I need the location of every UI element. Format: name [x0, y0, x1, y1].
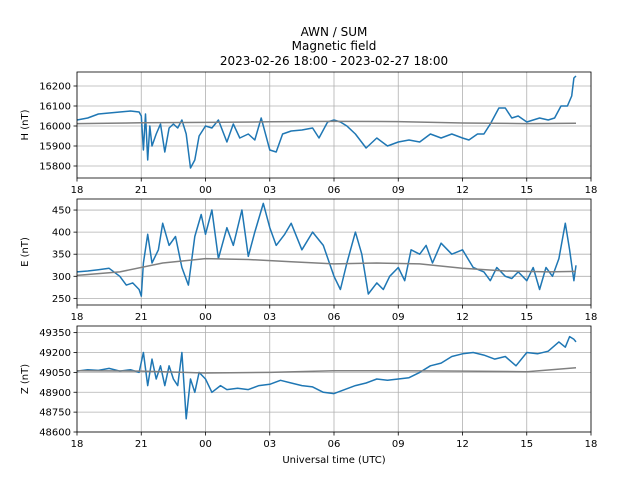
e-ytick-label-2: 350	[52, 250, 71, 261]
e-xtick-label-3: 03	[263, 312, 276, 323]
h-ytick-label-0: 15800	[39, 162, 71, 173]
panel-h: 18 21 00 03 06 09 12 15 18 15800 15900 16000 16100 16…	[20, 71, 598, 196]
e-xtick-label-4: 06	[328, 312, 341, 323]
e-ytick-label-4: 450	[52, 206, 71, 217]
z-xtick-label-0: 18	[71, 439, 84, 450]
e-ytick-label-0: 250	[52, 294, 71, 305]
chart-title-line3: 2023-02-26 18:00 - 2023-02-27 18:00	[220, 54, 448, 68]
h-xtick-label-7: 15	[520, 185, 533, 196]
h-xtick-label-2: 00	[199, 185, 212, 196]
h-ytick-label-3: 16100	[39, 102, 71, 113]
chart-title-line2: Magnetic field	[292, 39, 377, 53]
z-xtick-label-8: 18	[585, 439, 598, 450]
h-xtick-label-0: 18	[71, 185, 84, 196]
e-xtick-label-7: 15	[520, 312, 533, 323]
h-series-baseline	[76, 120, 577, 125]
e-series-baseline	[76, 257, 577, 277]
e-xtick-label-5: 09	[392, 312, 405, 323]
z-ytick-label-3: 49050	[39, 368, 71, 379]
e-xtick-label-1: 21	[135, 312, 148, 323]
z-ytick-label-5: 49350	[39, 328, 71, 339]
z-xtick-label-4: 06	[328, 439, 341, 450]
z-ytick-label-4: 49200	[39, 348, 71, 359]
z-xtick-label-3: 03	[263, 439, 276, 450]
z-ytick-label-1: 48750	[39, 408, 71, 419]
e-y-axis-label: E (nT)	[20, 237, 31, 267]
e-xtick-label-8: 18	[585, 312, 598, 323]
h-series-data	[76, 75, 577, 169]
h-xtick-label-4: 06	[328, 185, 341, 196]
h-xtick-label-6: 12	[456, 185, 469, 196]
z-xtick-label-2: 00	[199, 439, 212, 450]
e-ytick-label-3: 400	[52, 228, 71, 239]
z-y-axis-label: Z (nT)	[20, 364, 31, 394]
e-xtick-label-0: 18	[71, 312, 84, 323]
h-xtick-label-3: 03	[263, 185, 276, 196]
z-series-baseline	[76, 366, 577, 374]
e-series-data	[76, 202, 577, 297]
h-xtick-label-5: 09	[392, 185, 405, 196]
e-xtick-label-6: 12	[456, 312, 469, 323]
x-axis-label: Universal time (UTC)	[282, 455, 385, 466]
z-series-data	[76, 335, 577, 420]
h-y-axis-label: H (nT)	[20, 109, 31, 140]
h-xtick-label-1: 21	[135, 185, 148, 196]
z-xtick-label-7: 15	[520, 439, 533, 450]
z-xtick-label-6: 12	[456, 439, 469, 450]
h-ytick-label-4: 16200	[39, 82, 71, 93]
panel-z: 18 21 00 03 06 09 12 15 184860048750489004905049…	[20, 325, 598, 450]
h-xtick-label-8: 18	[585, 185, 598, 196]
e-xtick-label-2: 00	[199, 312, 212, 323]
z-ytick-label-2: 48900	[39, 388, 71, 399]
z-ytick-label-0: 48600	[39, 428, 71, 439]
chart-title-line1: AWN / SUM	[301, 25, 368, 39]
h-ytick-label-2: 16000	[39, 122, 71, 133]
h-ytick-label-1: 15900	[39, 142, 71, 153]
z-xtick-label-5: 09	[392, 439, 405, 450]
e-ytick-label-1: 300	[52, 272, 71, 283]
z-xtick-label-1: 21	[135, 439, 148, 450]
